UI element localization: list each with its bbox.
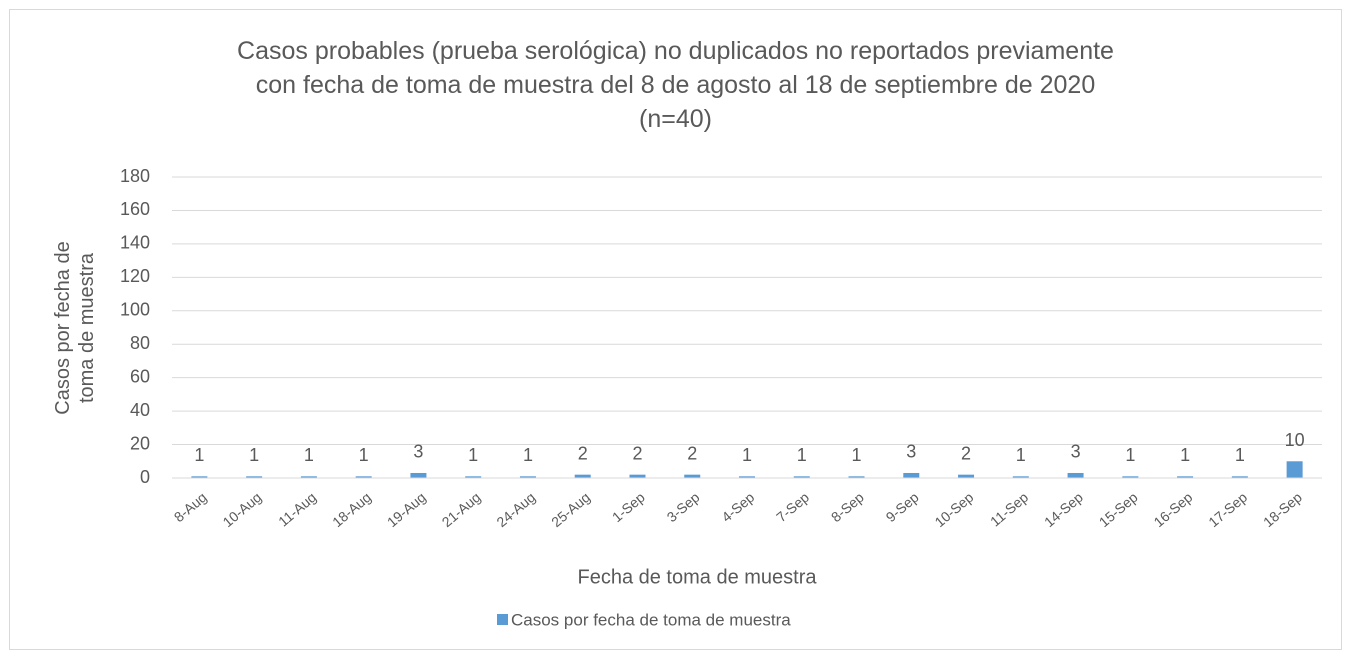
y-tick-label: 180: [120, 166, 150, 186]
bar: [1286, 461, 1303, 478]
x-axis-label: Fecha de toma de muestra: [577, 566, 817, 588]
y-tick-label: 100: [120, 300, 150, 320]
bar: [246, 476, 263, 478]
bar: [903, 472, 920, 478]
y-tick-label: 80: [130, 333, 150, 353]
bar: [410, 472, 427, 478]
bar: [1231, 476, 1248, 478]
data-label: 1: [1125, 445, 1135, 465]
legend-label: Casos por fecha de toma de muestra: [511, 610, 791, 629]
data-label: 1: [1016, 445, 1026, 465]
data-label: 1: [249, 445, 259, 465]
bar: [574, 474, 591, 478]
bar: [684, 474, 701, 478]
y-tick-label: 160: [120, 199, 150, 219]
bar: [848, 476, 865, 478]
data-label: 2: [632, 443, 642, 463]
bar: [629, 474, 646, 478]
bar: [958, 474, 975, 478]
data-label: 2: [961, 443, 971, 463]
bar: [1177, 476, 1194, 478]
data-label: 1: [194, 445, 204, 465]
data-label: 1: [468, 445, 478, 465]
legend-swatch: [497, 614, 508, 625]
data-label: 1: [852, 445, 862, 465]
data-label: 10: [1285, 430, 1305, 450]
bar: [1012, 476, 1029, 478]
data-label: 2: [687, 443, 697, 463]
data-label: 1: [359, 445, 369, 465]
data-label: 3: [906, 442, 916, 462]
y-tick-label: 120: [120, 266, 150, 286]
y-tick-label: 140: [120, 233, 150, 253]
data-label: 1: [1235, 445, 1245, 465]
bar: [355, 476, 372, 478]
data-label: 1: [523, 445, 533, 465]
title-line: Casos probables (prueba serológica) no d…: [237, 37, 1114, 65]
y-tick-label: 0: [140, 467, 150, 487]
y-axis-label: Casos por fecha de toma de muestra: [52, 241, 98, 415]
y-tick-label: 20: [130, 433, 150, 453]
title-line: (n=40): [639, 105, 712, 133]
y-tick-label: 40: [130, 400, 150, 420]
data-label: 3: [1071, 442, 1081, 462]
data-label: 2: [578, 443, 588, 463]
data-label: 1: [304, 445, 314, 465]
bar: [519, 476, 536, 478]
data-label: 3: [413, 442, 423, 462]
data-label: 1: [1180, 445, 1190, 465]
bar: [300, 476, 317, 478]
data-label: 1: [797, 445, 807, 465]
bar: [1122, 476, 1139, 478]
y-tick-label: 60: [130, 366, 150, 386]
bar: [465, 476, 482, 478]
bar: [191, 476, 208, 478]
bar: [1067, 472, 1084, 478]
chart-title: Casos probables (prueba serológica) no d…: [0, 34, 1351, 136]
bar: [793, 476, 810, 478]
chart-border: [9, 9, 1342, 650]
bar: [739, 476, 755, 478]
title-line: con fecha de toma de muestra del 8 de ag…: [255, 71, 1096, 99]
data-label: 1: [742, 445, 752, 465]
